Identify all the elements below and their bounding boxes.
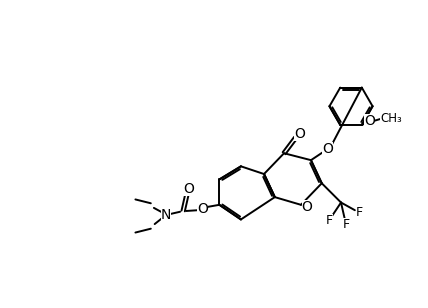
Text: N: N — [161, 208, 171, 222]
Text: O: O — [183, 182, 194, 196]
Text: F: F — [356, 206, 363, 219]
Text: O: O — [302, 200, 312, 214]
Text: CH₃: CH₃ — [380, 112, 402, 125]
Text: O: O — [322, 142, 333, 156]
Text: O: O — [364, 114, 375, 128]
Text: F: F — [343, 217, 350, 231]
Text: O: O — [294, 127, 305, 141]
Text: O: O — [197, 202, 208, 216]
Text: F: F — [326, 214, 333, 227]
